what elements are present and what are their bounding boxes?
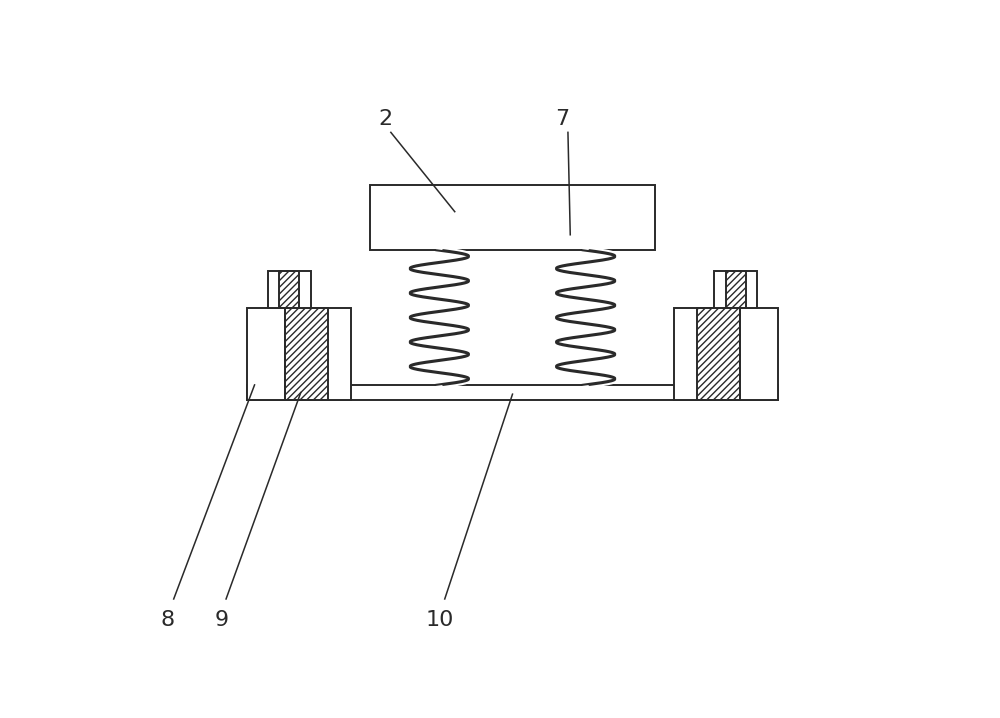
Bar xyxy=(674,308,778,401)
Bar xyxy=(726,271,746,308)
Bar xyxy=(714,271,757,308)
Text: 10: 10 xyxy=(425,610,454,630)
Bar xyxy=(279,271,299,308)
Bar xyxy=(370,185,655,250)
Text: 8: 8 xyxy=(160,610,175,630)
Text: 9: 9 xyxy=(214,610,229,630)
Text: 7: 7 xyxy=(555,109,570,129)
Bar xyxy=(268,271,311,308)
Bar xyxy=(247,308,351,401)
Bar xyxy=(247,385,778,401)
Bar xyxy=(697,308,740,401)
Text: 2: 2 xyxy=(378,109,393,129)
Bar xyxy=(285,308,328,401)
